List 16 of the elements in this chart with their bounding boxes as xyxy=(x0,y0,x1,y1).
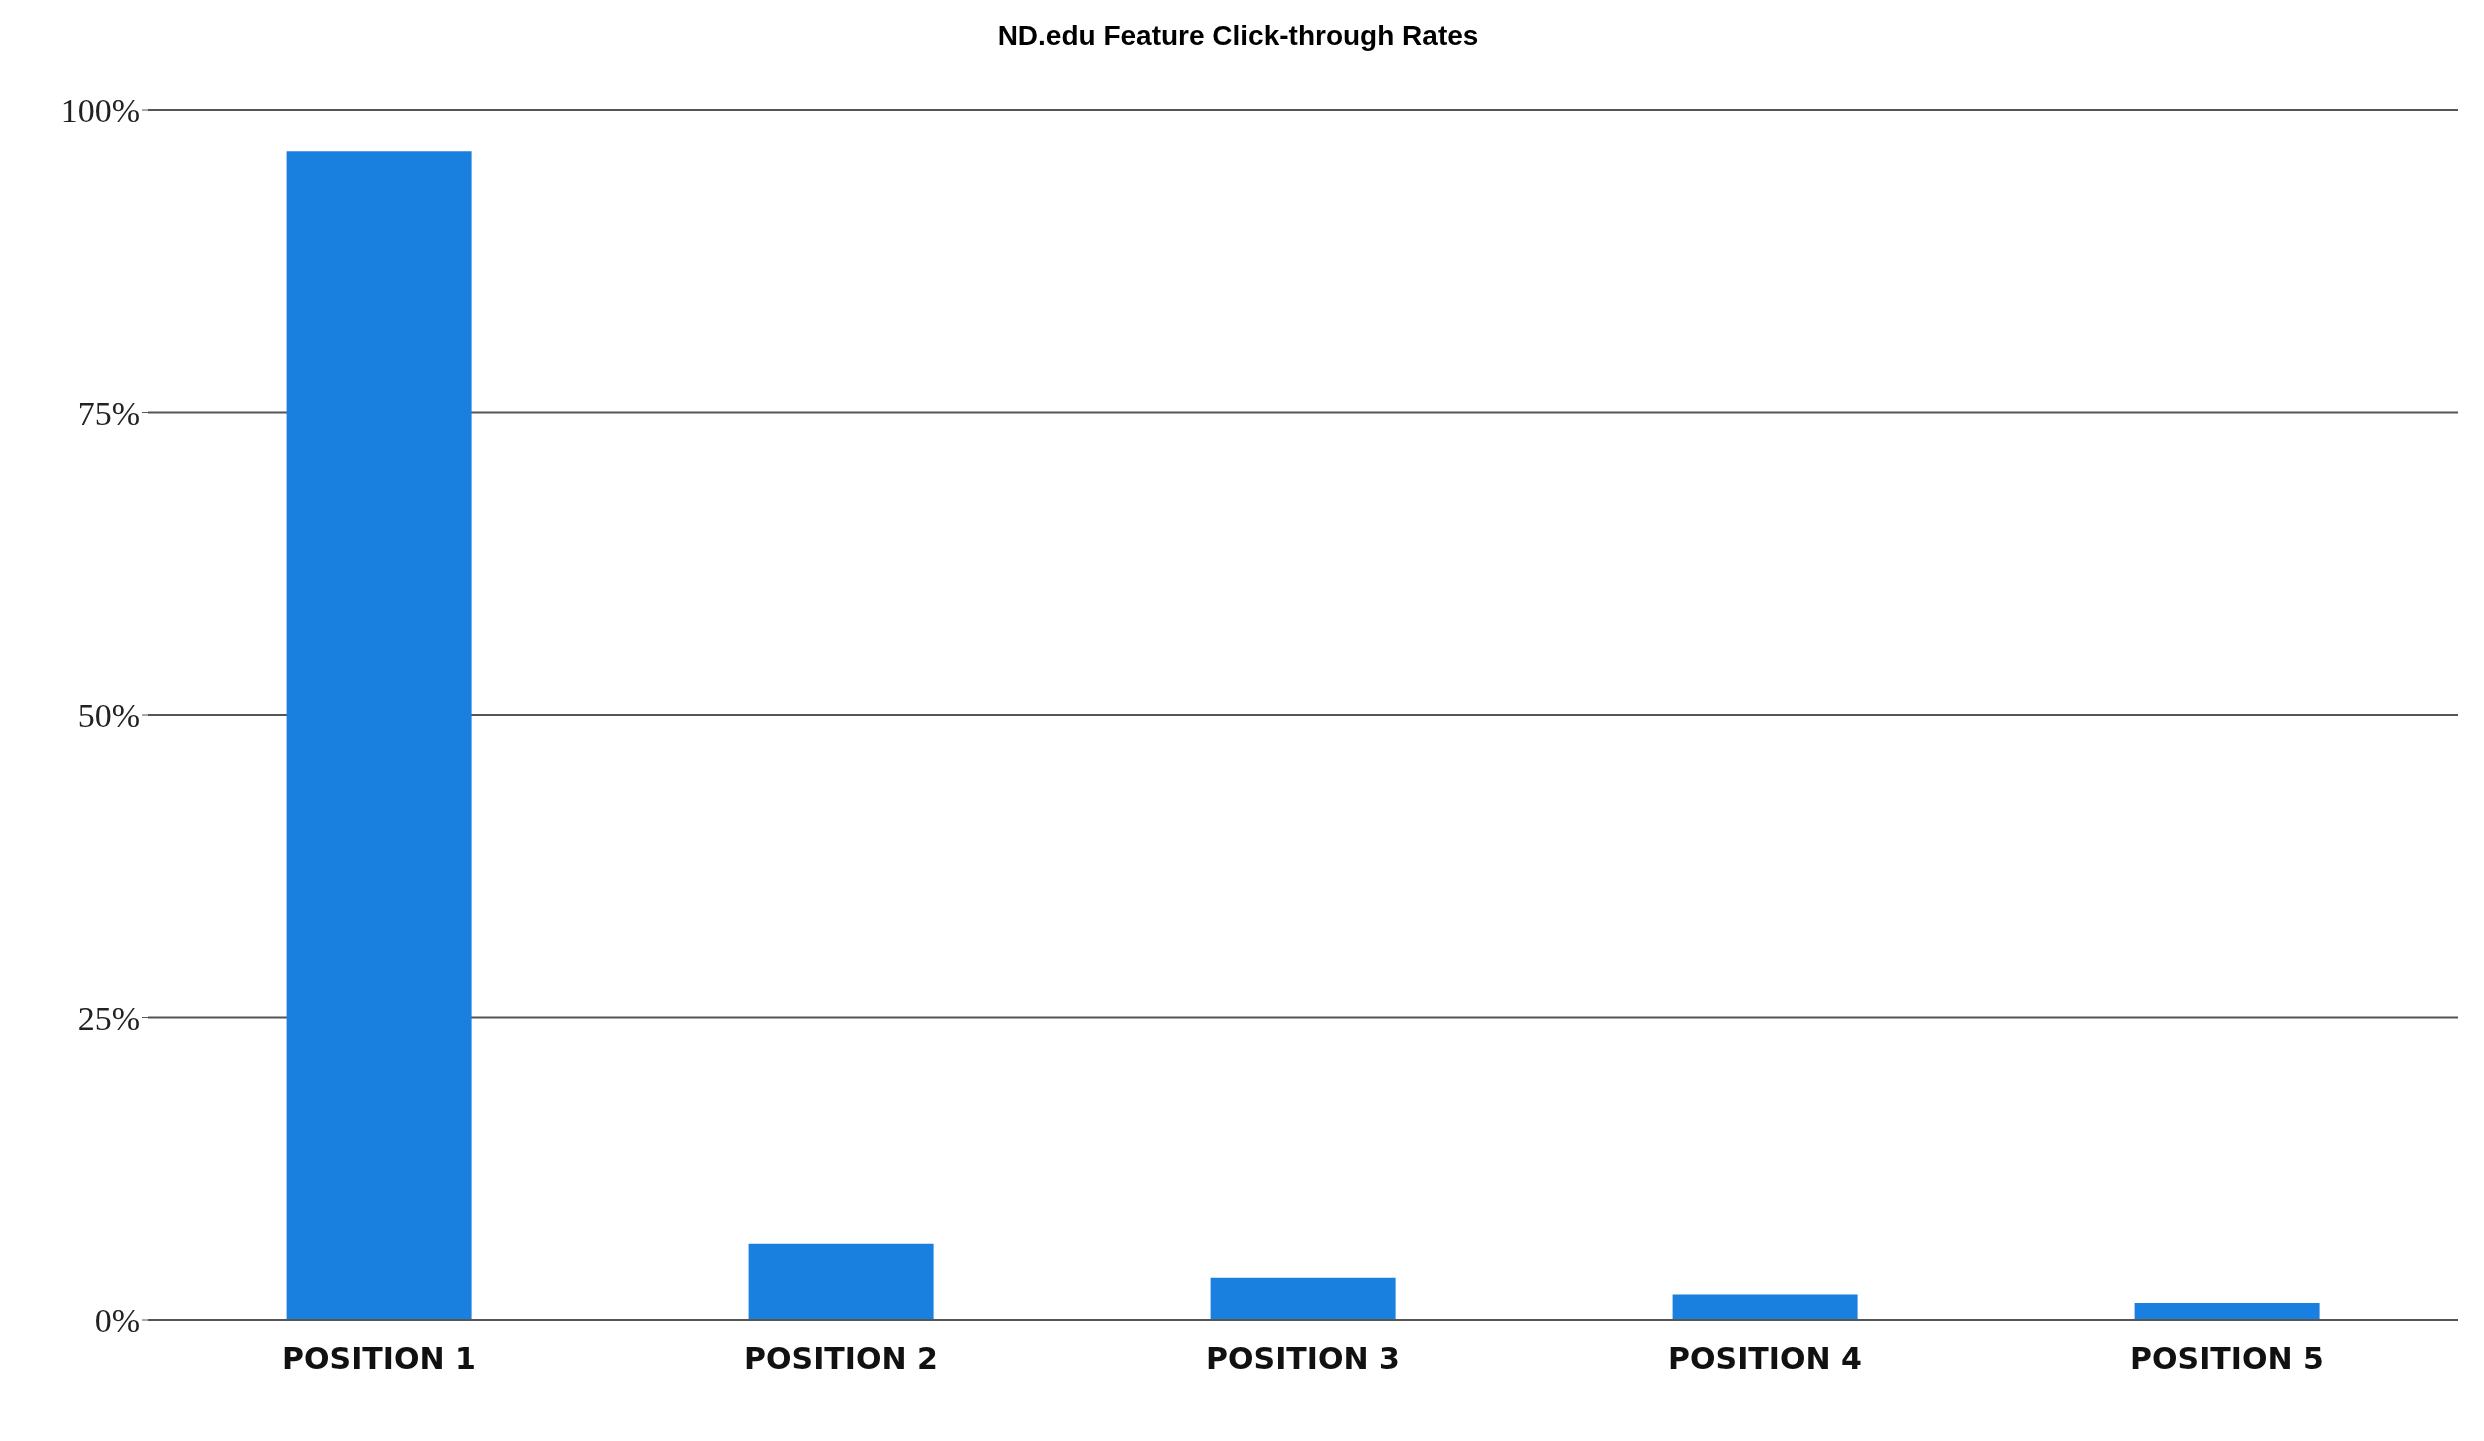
chart-title: ND.edu Feature Click-through Rates xyxy=(996,19,1480,53)
bar xyxy=(2134,1303,2320,1320)
bar xyxy=(748,1243,934,1320)
x-tick-label: POSITION 5 xyxy=(2130,1341,2324,1377)
y-tick-label: 0% xyxy=(94,1302,140,1340)
y-tick-label: 75% xyxy=(77,394,140,432)
y-tick-label: 100% xyxy=(60,92,140,130)
bar xyxy=(286,151,472,1320)
x-tick-label: POSITION 3 xyxy=(1206,1341,1400,1377)
y-tick-label: 25% xyxy=(77,999,140,1037)
bar xyxy=(1672,1294,1858,1320)
bar xyxy=(1210,1277,1396,1320)
x-tick-label: POSITION 4 xyxy=(1668,1341,1862,1377)
x-tick-label: POSITION 1 xyxy=(282,1341,476,1377)
x-tick-label: POSITION 2 xyxy=(744,1341,938,1377)
y-tick-label: 50% xyxy=(77,697,140,735)
